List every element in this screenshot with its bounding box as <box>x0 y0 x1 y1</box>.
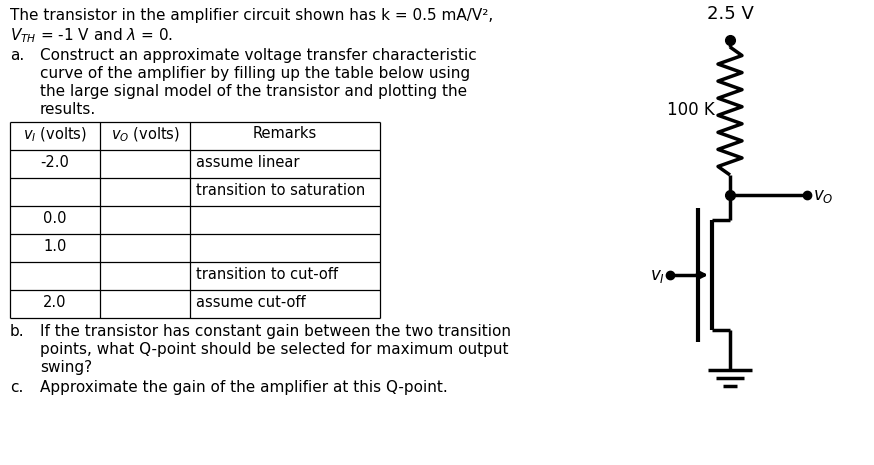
Text: points, what Q-point should be selected for maximum output: points, what Q-point should be selected … <box>40 342 509 357</box>
Text: c.: c. <box>10 380 24 395</box>
Text: $v_O$ (volts): $v_O$ (volts) <box>110 126 179 145</box>
Text: Approximate the gain of the amplifier at this Q-point.: Approximate the gain of the amplifier at… <box>40 380 447 395</box>
Text: Remarks: Remarks <box>253 126 317 141</box>
Text: 0.0: 0.0 <box>43 211 66 226</box>
Text: transition to saturation: transition to saturation <box>196 183 365 198</box>
Text: If the transistor has constant gain between the two transition: If the transistor has constant gain betw… <box>40 324 511 339</box>
Text: 2.5 V: 2.5 V <box>706 5 753 23</box>
Text: assume cut-off: assume cut-off <box>196 295 306 310</box>
Text: swing?: swing? <box>40 360 92 375</box>
Text: -2.0: -2.0 <box>40 155 69 170</box>
Text: 2.0: 2.0 <box>43 295 66 310</box>
Text: transition to cut-off: transition to cut-off <box>196 267 338 282</box>
Text: $V_{TH}$ = -1 V and $\lambda$ = 0.: $V_{TH}$ = -1 V and $\lambda$ = 0. <box>10 26 173 45</box>
Text: The transistor in the amplifier circuit shown has k = 0.5 mA/V²,: The transistor in the amplifier circuit … <box>10 8 493 23</box>
Text: $v_O$: $v_O$ <box>813 187 834 205</box>
Text: Construct an approximate voltage transfer characteristic: Construct an approximate voltage transfe… <box>40 48 476 63</box>
Text: 1.0: 1.0 <box>44 239 66 254</box>
Text: a.: a. <box>10 48 24 63</box>
Text: $v_I$: $v_I$ <box>650 267 665 285</box>
Text: curve of the amplifier by filling up the table below using: curve of the amplifier by filling up the… <box>40 66 470 81</box>
Text: $v_I$ (volts): $v_I$ (volts) <box>23 126 87 145</box>
Text: results.: results. <box>40 102 96 117</box>
Text: the large signal model of the transistor and plotting the: the large signal model of the transistor… <box>40 84 467 99</box>
Text: assume linear: assume linear <box>196 155 300 170</box>
Text: b.: b. <box>10 324 24 339</box>
Text: 100 K: 100 K <box>667 101 715 119</box>
